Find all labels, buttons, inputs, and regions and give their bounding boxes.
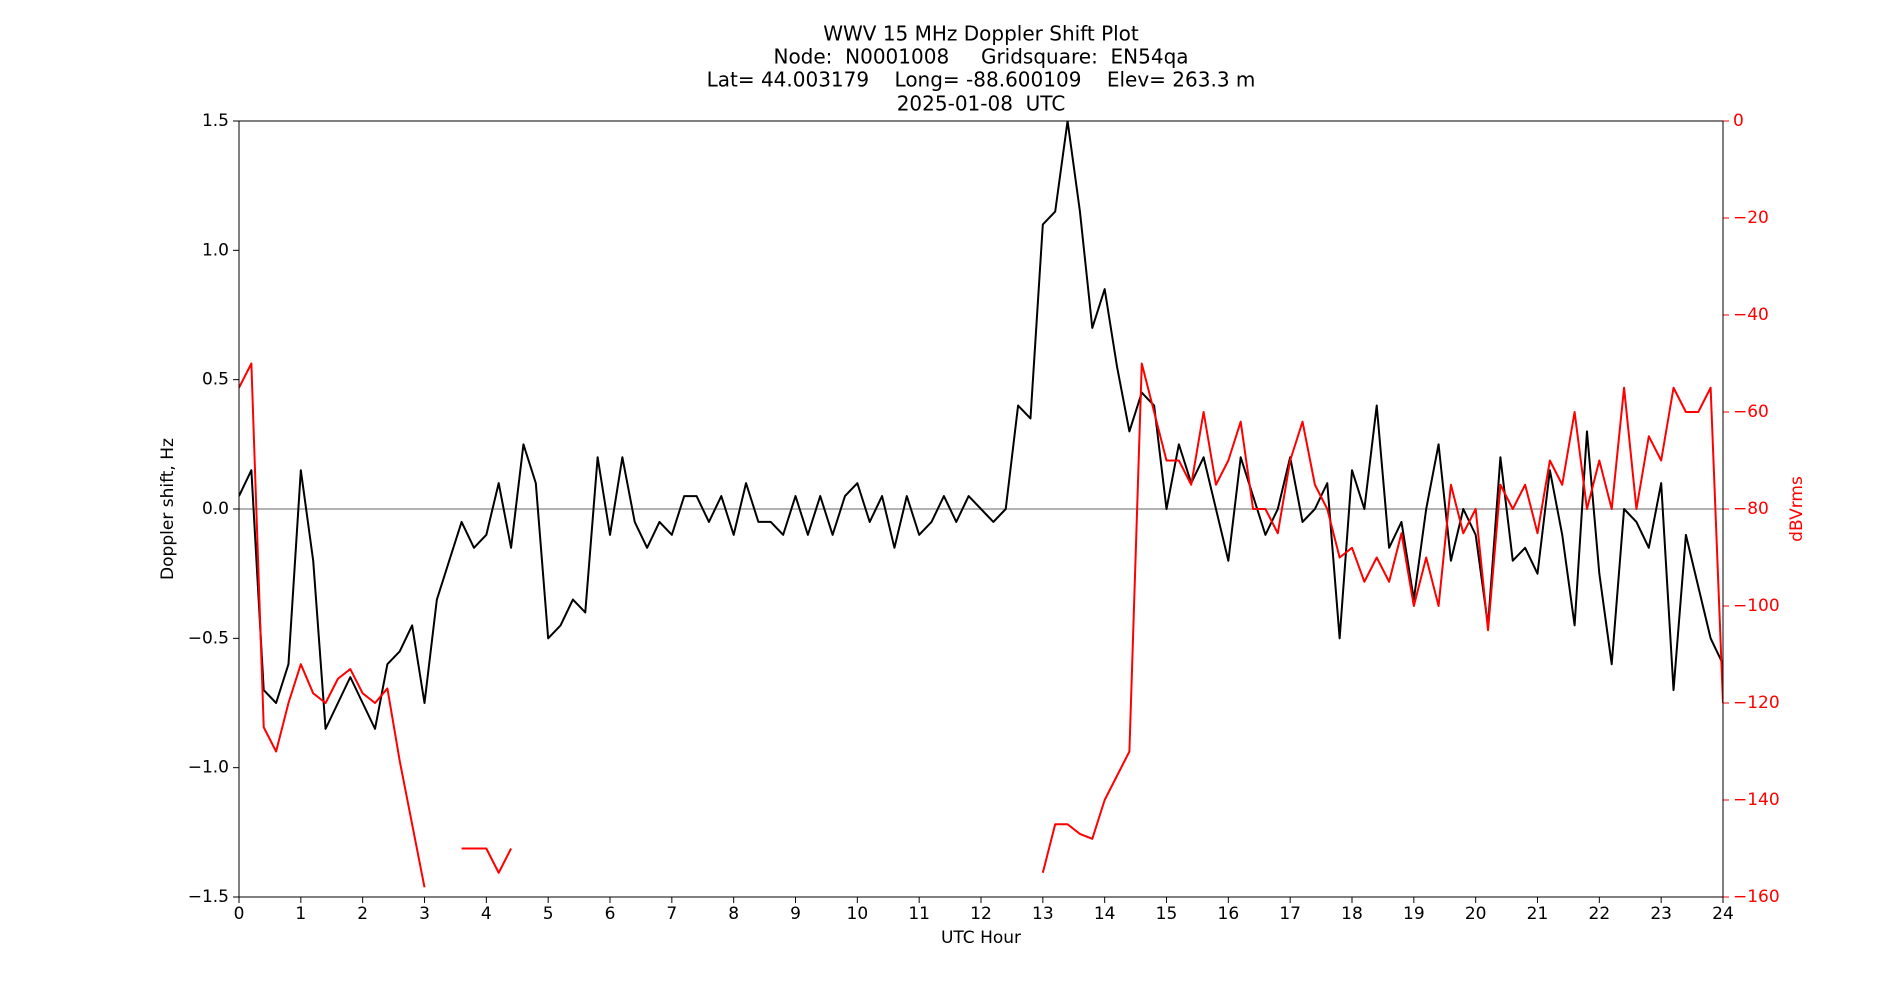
x-tick-label: 5 — [543, 904, 554, 924]
chart-subtitle: Lat= 44.003179 Long= -88.600109 Elev= 26… — [707, 68, 1256, 92]
x-axis-label: UTC Hour — [941, 928, 1021, 948]
series-line — [239, 121, 1723, 730]
x-tick-label: 13 — [1032, 904, 1054, 924]
y2-tick-label: −140 — [1733, 790, 1780, 810]
chart-subtitle: Node: N0001008 Gridsquare: EN54qa — [773, 45, 1188, 69]
x-tick-label: 10 — [847, 904, 869, 924]
x-tick-label: 15 — [1156, 904, 1178, 924]
y-tick-label: −1.5 — [188, 887, 229, 907]
y-tick-label: 1.5 — [202, 111, 229, 131]
y2-tick-label: −80 — [1733, 499, 1769, 519]
x-tick-label: 18 — [1341, 904, 1363, 924]
y2-axis-label: dBVrms — [1787, 476, 1807, 542]
y-tick-label: 1.0 — [202, 240, 229, 260]
x-tick-label: 23 — [1650, 904, 1672, 924]
y2-tick-label: −20 — [1733, 208, 1769, 228]
x-tick-label: 3 — [419, 904, 430, 924]
x-tick-label: 11 — [908, 904, 930, 924]
y-tick-label: −1.0 — [188, 758, 229, 778]
x-tick-label: 7 — [666, 904, 677, 924]
y2-tick-label: 0 — [1733, 111, 1744, 131]
y-tick-label: −0.5 — [188, 628, 229, 648]
series-line — [239, 362, 1723, 888]
y2-tick-label: −160 — [1733, 887, 1780, 907]
y2-tick-label: −40 — [1733, 305, 1769, 325]
y2-tick-label: −120 — [1733, 693, 1780, 713]
plot-frame — [238, 120, 1724, 898]
x-tick-label: 12 — [970, 904, 992, 924]
x-tick-label: 21 — [1527, 904, 1549, 924]
y-tick-label: 0.5 — [202, 370, 229, 390]
chart-subtitle: 2025-01-08 UTC — [897, 92, 1066, 116]
x-tick-label: 6 — [605, 904, 616, 924]
x-tick-label: 8 — [728, 904, 739, 924]
y2-tick-label: −100 — [1733, 596, 1780, 616]
x-tick-label: 2 — [357, 904, 368, 924]
x-tick-label: 16 — [1218, 904, 1240, 924]
x-tick-label: 24 — [1712, 904, 1734, 924]
y2-tick-label: −60 — [1733, 402, 1769, 422]
y-tick-label: 0.0 — [202, 499, 229, 519]
chart-title: WWV 15 MHz Doppler Shift Plot — [823, 22, 1139, 46]
x-tick-label: 20 — [1465, 904, 1487, 924]
x-tick-label: 0 — [234, 904, 245, 924]
x-tick-label: 1 — [295, 904, 306, 924]
x-tick-label: 9 — [790, 904, 801, 924]
x-tick-label: 19 — [1403, 904, 1425, 924]
plot-area — [239, 121, 1723, 888]
x-tick-label: 22 — [1589, 904, 1611, 924]
x-tick-label: 17 — [1279, 904, 1301, 924]
y-axis-label: Doppler shift, Hz — [158, 438, 178, 580]
x-tick-label: 14 — [1094, 904, 1116, 924]
x-tick-label: 4 — [481, 904, 492, 924]
